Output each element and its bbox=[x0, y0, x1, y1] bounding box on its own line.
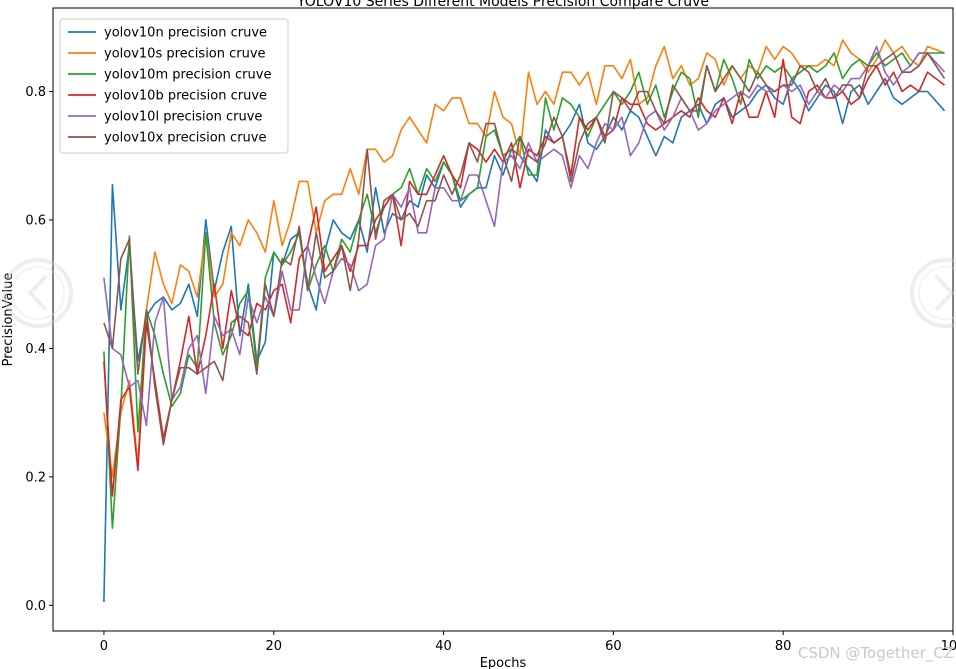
plot-frame bbox=[52, 7, 954, 632]
x-tick-label: 100 bbox=[941, 639, 956, 654]
legend-label: yolov10s precision cruve bbox=[104, 47, 266, 62]
x-axis: 0 20 40 60 80 100 bbox=[100, 631, 956, 654]
y-tick-label: 0.2 bbox=[25, 470, 46, 485]
y-tick-label: 0.8 bbox=[25, 85, 46, 100]
legend: yolov10n precision cruve yolov10s precisi… bbox=[59, 18, 289, 154]
y-tick-label: 0.4 bbox=[25, 342, 46, 357]
x-axis-title: Epochs bbox=[480, 656, 527, 669]
x-tick-label: 60 bbox=[605, 639, 622, 654]
chevron-right-icon bbox=[934, 274, 955, 312]
legend-label: yolov10b precision cruve bbox=[104, 89, 267, 104]
y-tick-label: 0.0 bbox=[25, 599, 46, 614]
series-line-yolov10l bbox=[103, 45, 946, 427]
x-tick-label: 0 bbox=[100, 639, 108, 654]
chart-title: YOLOV10 Series Different Models Precisio… bbox=[296, 0, 709, 10]
legend-label: yolov10m precision cruve bbox=[104, 68, 271, 83]
series-line-yolov10m bbox=[103, 52, 945, 530]
legend-label: yolov10l precision cruve bbox=[104, 110, 262, 125]
x-tick-label: 20 bbox=[265, 639, 282, 654]
x-tick-label: 80 bbox=[775, 639, 792, 654]
watermark-text: CSDN @Together_CZ bbox=[798, 644, 954, 663]
legend-box bbox=[59, 18, 289, 154]
series-line-yolov10s bbox=[103, 39, 945, 478]
x-tick-label: 40 bbox=[435, 639, 452, 654]
y-axis: 0.0 0.2 0.4 0.6 0.8 bbox=[25, 85, 53, 614]
y-tick-label: 0.6 bbox=[25, 213, 46, 228]
prev-slide-button[interactable] bbox=[3, 258, 73, 328]
chevron-left-icon bbox=[27, 274, 48, 312]
y-axis-title: PrecisionValue bbox=[1, 273, 16, 367]
legend-label: yolov10n precision cruve bbox=[104, 26, 267, 41]
series-line-yolov10x bbox=[103, 52, 946, 446]
next-slide-button[interactable] bbox=[910, 258, 956, 328]
legend-label: yolov10x precision cruve bbox=[104, 131, 266, 146]
